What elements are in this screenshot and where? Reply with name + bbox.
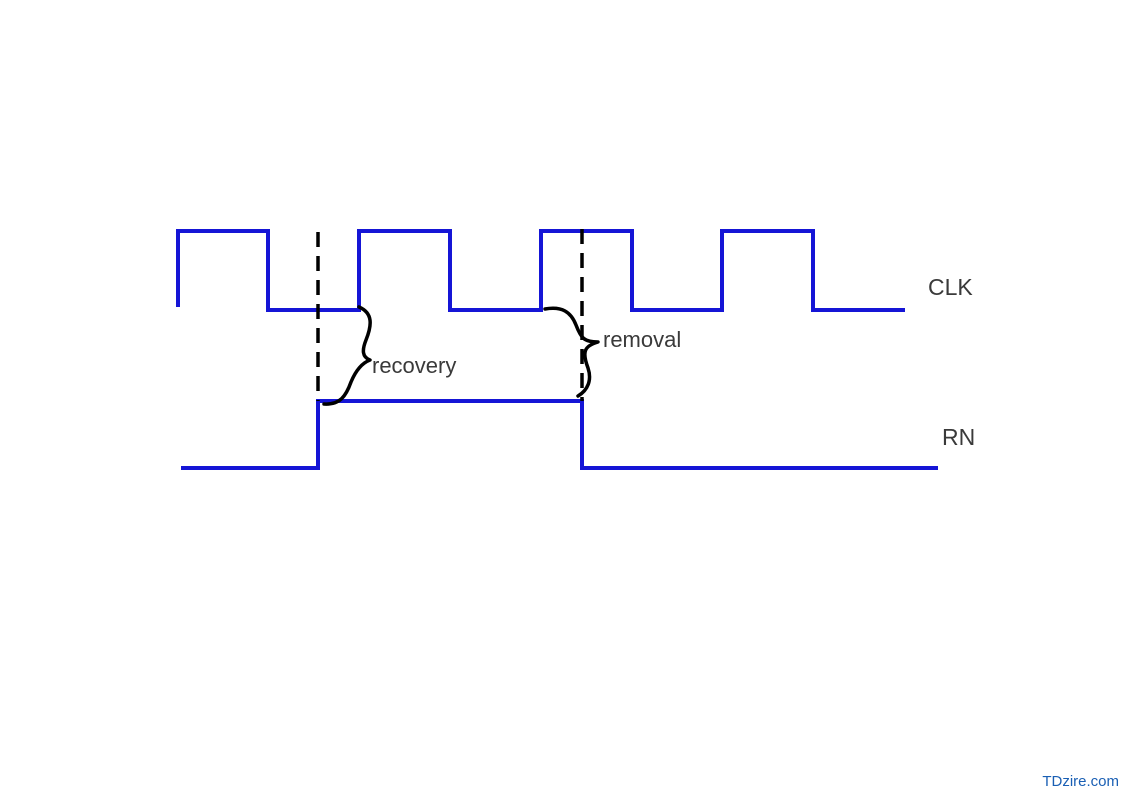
removal-label: removal xyxy=(603,327,681,352)
recovery-label: recovery xyxy=(372,353,456,378)
removal-brace xyxy=(543,306,600,398)
rn-waveform xyxy=(181,399,938,470)
watermark-text: TDzire.com xyxy=(1042,773,1119,790)
recovery-brace xyxy=(322,305,372,406)
clk-waveform xyxy=(176,229,905,312)
clk-label: CLK xyxy=(928,274,973,300)
rn-label: RN xyxy=(942,424,975,450)
